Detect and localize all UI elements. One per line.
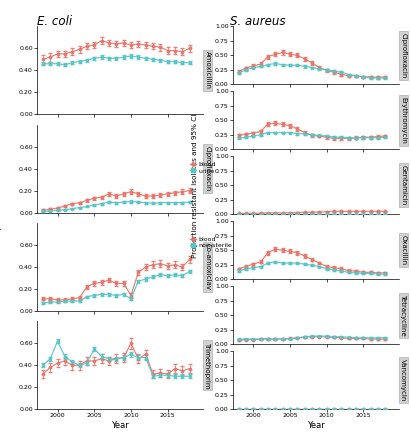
Text: Co-amoxiclav: Co-amoxiclav [205, 243, 210, 290]
X-axis label: Year: Year [307, 421, 325, 430]
X-axis label: Year: Year [111, 421, 129, 430]
Text: Gentamicin: Gentamicin [400, 165, 406, 205]
Y-axis label: Proportion resistant isolates and 95% CI: Proportion resistant isolates and 95% CI [192, 113, 198, 257]
Text: Erythromycin: Erythromycin [400, 97, 406, 144]
Text: Trimethoprim: Trimethoprim [205, 342, 210, 389]
Text: Vancomycin: Vancomycin [400, 359, 406, 401]
Y-axis label: Proportion resistant isolates and 95% CI: Proportion resistant isolates and 95% CI [0, 96, 2, 241]
Text: Tetracycline: Tetracycline [400, 294, 406, 336]
Legend: blood, urine: blood, urine [190, 161, 216, 173]
Legend: blood, non-sterile: blood, non-sterile [190, 236, 232, 248]
Text: Oxacillin: Oxacillin [400, 235, 406, 265]
Text: Ciprofloxacin: Ciprofloxacin [205, 146, 210, 191]
Text: Ciprofloxacin: Ciprofloxacin [400, 33, 406, 78]
Text: E. coli: E. coli [37, 15, 72, 29]
Text: Amoxicillin: Amoxicillin [205, 51, 210, 89]
Text: S. aureus: S. aureus [230, 15, 286, 29]
